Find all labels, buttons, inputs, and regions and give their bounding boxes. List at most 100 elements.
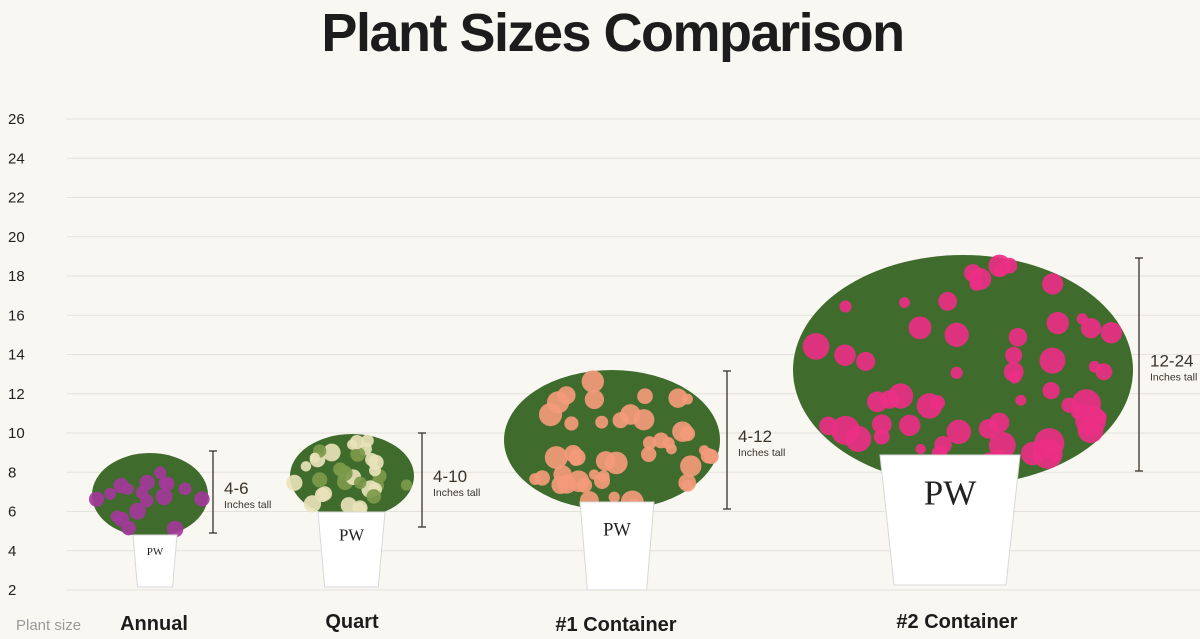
y-tick-label: 22: [8, 190, 25, 207]
plant-image-2: PW: [504, 370, 731, 591]
flower: [899, 414, 921, 437]
pot-logo-icon: PW: [339, 526, 364, 545]
y-tick-label: 12: [8, 386, 25, 403]
flower: [309, 452, 320, 463]
pot-logo-icon: PW: [924, 473, 977, 512]
flower: [159, 476, 175, 492]
flower: [915, 443, 926, 455]
flower: [831, 415, 860, 445]
flower: [113, 477, 129, 494]
flower: [350, 446, 366, 462]
y-tick-label: 24: [8, 150, 25, 167]
flower: [1042, 273, 1064, 295]
range-label: 4-10: [433, 467, 467, 486]
x-axis-label: Plant size: [16, 617, 82, 634]
flower: [286, 474, 303, 491]
range-label: 4-12: [738, 427, 772, 446]
flower: [154, 466, 167, 479]
plant-image-0: PW: [88, 450, 217, 588]
range-label: 4-6: [224, 479, 249, 498]
flower: [312, 472, 328, 488]
flower: [1075, 404, 1107, 436]
flower: [871, 414, 892, 435]
flower: [581, 370, 605, 393]
flower: [856, 351, 876, 371]
y-tick-label: 8: [8, 464, 16, 481]
flower: [340, 497, 357, 514]
flower: [300, 461, 312, 472]
category-label: #1 Container: [555, 614, 677, 636]
flower: [584, 389, 605, 410]
y-tick-label: 10: [8, 425, 25, 442]
flower: [139, 474, 155, 490]
flower: [612, 412, 629, 429]
range-unit: Inches tall: [433, 487, 480, 499]
pot-logo-icon: PW: [603, 520, 631, 540]
page-title: Plant Sizes Comparison: [321, 3, 905, 63]
flower: [1049, 452, 1061, 463]
range-unit: Inches tall: [1150, 372, 1197, 384]
flower: [538, 403, 563, 427]
flower: [1100, 322, 1123, 344]
pot: [132, 534, 178, 588]
flower: [597, 470, 610, 483]
flower: [608, 491, 620, 503]
flower: [946, 419, 972, 445]
flower: [1005, 346, 1023, 364]
flower: [839, 300, 852, 313]
flower: [564, 416, 579, 431]
flower: [557, 386, 576, 405]
category-label: #2 Container: [896, 611, 1018, 633]
pot: [317, 511, 386, 588]
range-label: 12-24: [1150, 352, 1193, 371]
flower: [944, 322, 969, 347]
flower: [1039, 347, 1066, 374]
y-tick-label: 26: [8, 111, 25, 128]
flower: [666, 443, 677, 455]
flower: [678, 473, 697, 492]
flower: [353, 476, 367, 489]
y-tick-label: 2: [8, 582, 16, 599]
flower: [899, 297, 910, 309]
flower: [104, 487, 117, 500]
flower: [595, 415, 609, 429]
plant-image-1: PW: [286, 432, 426, 588]
flower: [178, 482, 192, 496]
flower: [1088, 360, 1101, 373]
flower: [908, 316, 932, 340]
flower: [640, 446, 657, 462]
flower: [337, 465, 353, 481]
flower: [346, 439, 358, 450]
flower: [1034, 428, 1065, 459]
flower: [873, 428, 890, 445]
flower: [314, 487, 330, 503]
flower: [867, 391, 888, 413]
flower: [988, 254, 1011, 278]
flower: [834, 344, 856, 367]
flower: [1003, 362, 1024, 382]
flower: [950, 366, 963, 379]
range-unit: Inches tall: [224, 499, 271, 511]
flower: [1042, 381, 1060, 400]
category-label: Annual: [120, 613, 188, 635]
y-tick-label: 14: [8, 347, 25, 364]
flower: [366, 489, 382, 504]
flower: [680, 455, 702, 477]
y-tick-label: 6: [8, 504, 16, 521]
category-label: Quart: [325, 611, 379, 633]
flower: [534, 470, 550, 486]
flower: [989, 412, 1010, 433]
flower: [365, 453, 379, 467]
flower: [569, 453, 582, 466]
flower: [194, 491, 210, 507]
flower: [88, 491, 105, 507]
range-unit: Inches tall: [738, 447, 785, 459]
flower: [121, 520, 136, 536]
flower: [544, 446, 568, 470]
flower: [155, 488, 173, 506]
y-tick-label: 16: [8, 307, 25, 324]
flower: [969, 268, 992, 290]
flower: [1046, 311, 1069, 335]
pot-logo-icon: PW: [147, 546, 164, 558]
